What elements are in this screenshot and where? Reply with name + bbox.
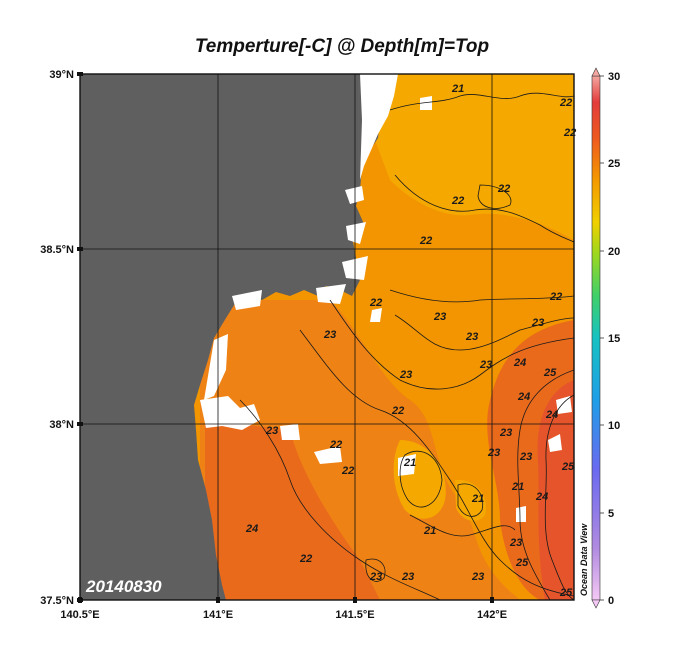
contour-label: 25 bbox=[543, 367, 557, 379]
lon-label: 141.5°E bbox=[335, 609, 374, 621]
contour-label: 23 bbox=[519, 451, 532, 463]
contour-label: 23 bbox=[401, 571, 414, 583]
contour-label: 22 bbox=[369, 297, 382, 309]
contour-label: 21 bbox=[511, 481, 524, 493]
contour-label: 22 bbox=[329, 439, 342, 451]
contour-label: 23 bbox=[399, 369, 412, 381]
contour-label: 22 bbox=[559, 97, 572, 109]
colorbar-bottom-arrow bbox=[591, 599, 601, 609]
contour-label: 21 bbox=[403, 457, 416, 469]
contour-label: 23 bbox=[509, 537, 522, 549]
zone-25 bbox=[537, 380, 574, 600]
contour-label: 22 bbox=[563, 127, 576, 139]
contour-label: 23 bbox=[479, 359, 492, 371]
lat-label: 37.5°N bbox=[40, 595, 74, 607]
contour-label: 23 bbox=[499, 427, 512, 439]
contour-label: 22 bbox=[451, 195, 464, 207]
contour-label: 23 bbox=[369, 571, 382, 583]
contour-label: 25 bbox=[559, 587, 573, 599]
contour-label: 23 bbox=[433, 311, 446, 323]
contour-label: 25 bbox=[561, 461, 575, 473]
map-title: Temperture[-C] @ Depth[m]=Top bbox=[194, 36, 490, 57]
contour-label: 23 bbox=[465, 331, 478, 343]
colorbar-tick: 30 bbox=[608, 71, 620, 83]
contour-label: 22 bbox=[391, 405, 404, 417]
contour-label: 21 bbox=[471, 493, 484, 505]
frame-ticks bbox=[77, 72, 494, 603]
zone-24-south bbox=[205, 420, 380, 600]
contour-label: 21 bbox=[423, 525, 436, 537]
lon-label: 142°E bbox=[477, 609, 507, 621]
colorbar-tick: 25 bbox=[608, 158, 620, 170]
map-frame bbox=[79, 73, 575, 601]
lat-label: 39°N bbox=[49, 69, 74, 81]
contour-label: 24 bbox=[517, 391, 530, 403]
contour-label: 22 bbox=[549, 291, 562, 303]
graticule bbox=[80, 74, 574, 600]
contour-label: 22 bbox=[299, 553, 312, 565]
colorbar-tick: 10 bbox=[608, 420, 620, 432]
contour-lines bbox=[239, 92, 574, 600]
lat-label: 38°N bbox=[49, 419, 74, 431]
contour-label: 24 bbox=[513, 357, 526, 369]
colorbar-top-arrow bbox=[591, 67, 601, 77]
contour-label: 23 bbox=[471, 571, 484, 583]
colorbar-tick: 20 bbox=[608, 246, 620, 258]
contour-label: 22 bbox=[341, 465, 354, 477]
contour-label: 23 bbox=[323, 329, 336, 341]
colorbar-tick: 5 bbox=[608, 508, 614, 520]
date-stamp: 20140830 bbox=[85, 577, 162, 596]
contour-label: 23 bbox=[265, 425, 278, 437]
contour-label: 22 bbox=[497, 183, 510, 195]
colorbar: 30 25 20 15 10 5 0 bbox=[591, 67, 620, 609]
contour-label: 22 bbox=[419, 235, 432, 247]
zone-21 bbox=[375, 74, 574, 240]
contour-label: 24 bbox=[245, 523, 258, 535]
lon-label: 141°E bbox=[203, 609, 233, 621]
contour-label: 25 bbox=[515, 557, 529, 569]
contour-label-group: 21 22 22 22 22 22 22 22 23 23 23 23 23 2… bbox=[245, 83, 576, 599]
land-mass bbox=[80, 74, 395, 600]
lat-label: 38.5°N bbox=[40, 244, 74, 256]
contour-label: 23 bbox=[487, 447, 500, 459]
colorbar-tick: 15 bbox=[608, 333, 620, 345]
colorbar-tick: 0 bbox=[608, 595, 614, 607]
ocean-data-view-watermark: Ocean Data View bbox=[579, 523, 589, 596]
contour-label: 24 bbox=[545, 409, 558, 421]
colorbar-ramp bbox=[591, 75, 601, 601]
missing-data-patches bbox=[200, 74, 572, 522]
contour-label: 23 bbox=[531, 317, 544, 329]
lon-label: 140.5°E bbox=[60, 609, 99, 621]
contour-label: 21 bbox=[451, 83, 464, 95]
contour-label: 24 bbox=[535, 491, 548, 503]
